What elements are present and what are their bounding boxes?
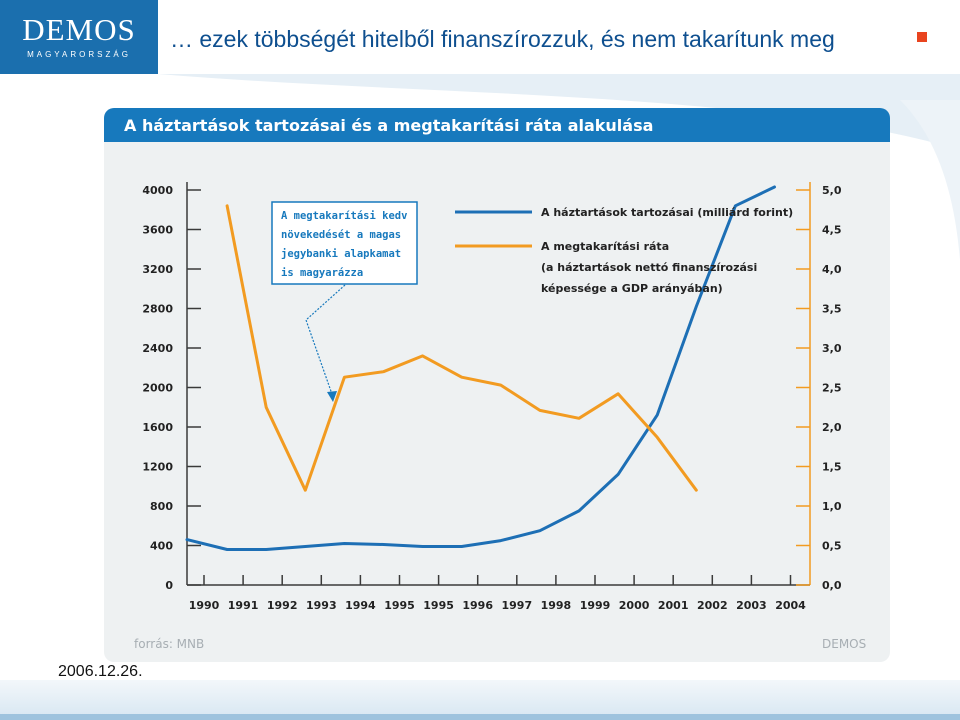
y-left-tick-label: 1200 — [142, 461, 173, 474]
y-right-tick-label: 3,5 — [822, 303, 842, 316]
slide-title: … ezek többségét hitelből finanszírozzuk… — [170, 26, 835, 52]
x-tick-label: 2002 — [697, 599, 728, 612]
y-right-tick-label: 5,0 — [822, 184, 842, 197]
y-left-tick-label: 2000 — [142, 382, 173, 395]
y-right-tick-label: 2,0 — [822, 421, 842, 434]
chart-brand: DEMOS — [822, 637, 867, 651]
y-left-tick-label: 400 — [150, 540, 173, 553]
demos-logo: DEMOS MAGYARORSZÁG — [0, 0, 158, 74]
footer-line — [0, 714, 960, 720]
y-left-tick-label: 3600 — [142, 224, 173, 237]
chart-header: A háztartások tartozásai és a megtakarít… — [104, 108, 890, 142]
x-tick-label: 2003 — [736, 599, 767, 612]
series-line-debt — [185, 185, 776, 551]
y-left-tick-label: 2800 — [142, 303, 173, 316]
annotation-box — [271, 201, 418, 285]
title-band — [158, 0, 960, 74]
logo-subtitle: MAGYARORSZÁG — [27, 50, 131, 59]
x-tick-label: 2000 — [619, 599, 650, 612]
y-left-tick-label: 2400 — [142, 342, 173, 355]
y-left-tick-label: 1600 — [142, 421, 173, 434]
annotation-pointer — [305, 284, 346, 398]
legend-label-savings: A megtakarítási ráta — [541, 240, 669, 253]
slide-date: 2006.12.26. — [58, 663, 143, 680]
square-bullet-icon — [917, 32, 927, 42]
x-tick-label: 1997 — [501, 599, 532, 612]
annotation-line: növekedését a magas — [281, 229, 401, 241]
y-left-tick-label: 800 — [150, 500, 173, 513]
x-tick-label: 1991 — [228, 599, 259, 612]
x-tick-label: 1993 — [306, 599, 337, 612]
y-left-tick-label: 3200 — [142, 263, 173, 276]
legend-label-savings: (a háztartások nettó finanszírozási — [541, 261, 757, 274]
y-right-tick-label: 4,5 — [822, 224, 842, 237]
x-tick-label: 2004 — [775, 599, 806, 612]
annotation-line: A megtakarítási kedv — [281, 210, 407, 222]
legend-label-debt: A háztartások tartozásai (milliárd forin… — [541, 206, 793, 219]
legend-label-savings: képessége a GDP arányában) — [541, 282, 723, 295]
y-right-tick-label: 2,5 — [822, 382, 842, 395]
chart-source: forrás: MNB — [134, 637, 205, 651]
logo-name: DEMOS — [22, 12, 136, 47]
series-line-savings — [225, 204, 698, 492]
y-right-tick-label: 0,5 — [822, 540, 842, 553]
footer-bar — [0, 680, 960, 720]
y-left-tick-label: 4000 — [142, 184, 173, 197]
x-tick-label: 1998 — [541, 599, 572, 612]
y-right-tick-label: 3,0 — [822, 342, 842, 355]
x-tick-label: 1995 — [423, 599, 454, 612]
x-tick-label: 1992 — [267, 599, 298, 612]
x-tick-label: 1990 — [189, 599, 220, 612]
y-left-tick-label: 0 — [165, 579, 173, 592]
annotation-arrowhead-icon — [327, 391, 337, 402]
x-tick-label: 1996 — [462, 599, 493, 612]
chart-title: A háztartások tartozásai és a megtakarít… — [124, 116, 654, 135]
y-right-tick-label: 1,5 — [822, 461, 842, 474]
y-right-tick-label: 4,0 — [822, 263, 842, 276]
x-tick-label: 1999 — [580, 599, 611, 612]
annotation-line: is magyarázza — [281, 267, 363, 279]
x-tick-label: 1994 — [345, 599, 376, 612]
y-right-tick-label: 1,0 — [822, 500, 842, 513]
x-tick-label: 2001 — [658, 599, 689, 612]
annotation-line: jegybanki alapkamat — [281, 248, 401, 260]
x-tick-label: 1995 — [384, 599, 415, 612]
y-right-tick-label: 0,0 — [822, 579, 842, 592]
